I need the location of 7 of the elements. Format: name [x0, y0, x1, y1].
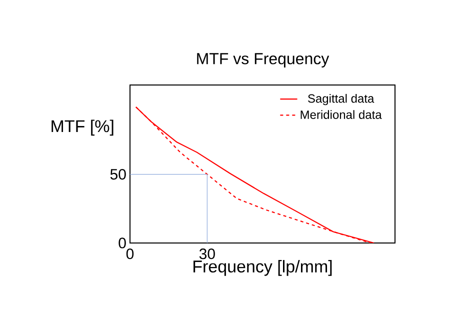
chart-title: MTF vs Frequency — [197, 53, 330, 68]
x-axis-title: Frequency [lp/mm] — [194, 260, 332, 276]
y-axis-title: MTF [%] — [52, 120, 114, 136]
y-tick-label: 50 — [110, 168, 126, 180]
legend-label: Sagittal data — [308, 94, 374, 106]
x-tick-label: 30 — [199, 248, 215, 260]
legend-label: Meridional data — [300, 110, 382, 119]
